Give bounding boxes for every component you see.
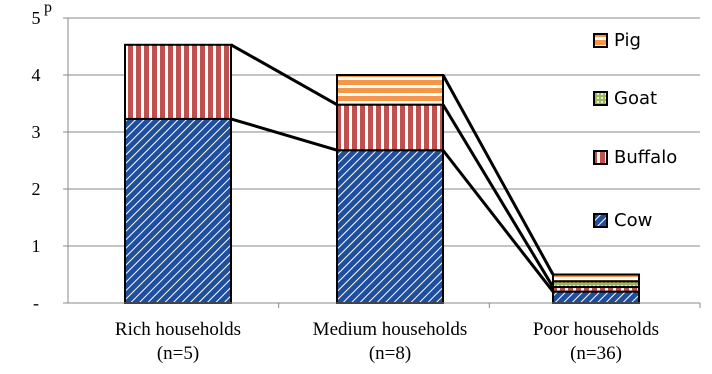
bar-pig-1 (336, 74, 444, 106)
x-category-label: Rich households (115, 319, 241, 340)
bar-cow-0 (124, 117, 232, 304)
connector-buffalo-0 (230, 43, 338, 106)
y-axis-label: p (44, 0, 52, 16)
legend-label-cow: Cow (614, 210, 652, 231)
axes (67, 18, 701, 308)
y-tick-label: 4 (32, 65, 41, 85)
bar-pig-2 (552, 273, 640, 283)
bar-buffalo-1 (336, 103, 444, 152)
legend-label-buffalo: Buffalo (614, 147, 677, 168)
x-category-label: (n=36) (570, 343, 622, 364)
bar-cow-1 (336, 149, 444, 304)
legend: Pig Goat Buffalo Cow (593, 30, 677, 231)
connector-pig-1 (441, 74, 555, 276)
bar-connector-lines (230, 43, 555, 293)
x-category-label: (n=8) (369, 343, 411, 364)
x-axis-labels: Rich households (n=5) Medium households (n=… (115, 319, 659, 364)
y-tick-label: - (33, 293, 39, 313)
x-category-label: Poor households (533, 319, 659, 340)
legend-swatch-buffalo (593, 150, 608, 165)
x-category-label: (n=5) (157, 343, 199, 364)
y-tick-label: 5 (32, 8, 41, 28)
connector-cow-0 (230, 117, 338, 152)
bar-cow-2 (552, 290, 640, 305)
bars (124, 43, 640, 305)
y-axis-ticks: - 1 2 3 4 5 (32, 8, 68, 313)
legend-swatch-pig (593, 33, 608, 48)
y-tick-label: 1 (32, 236, 41, 256)
legend-label-pig: Pig (614, 30, 641, 51)
connector-cow-1 (441, 149, 555, 293)
x-category-label: Medium households (313, 319, 468, 340)
legend-label-goat: Goat (614, 88, 657, 109)
bar-buffalo-0 (124, 43, 232, 120)
y-tick-label: 3 (32, 122, 41, 142)
legend-swatch-goat (593, 91, 608, 106)
connector-buffalo-1 (441, 103, 555, 288)
legend-swatch-cow (593, 213, 608, 228)
y-tick-label: 2 (32, 179, 41, 199)
